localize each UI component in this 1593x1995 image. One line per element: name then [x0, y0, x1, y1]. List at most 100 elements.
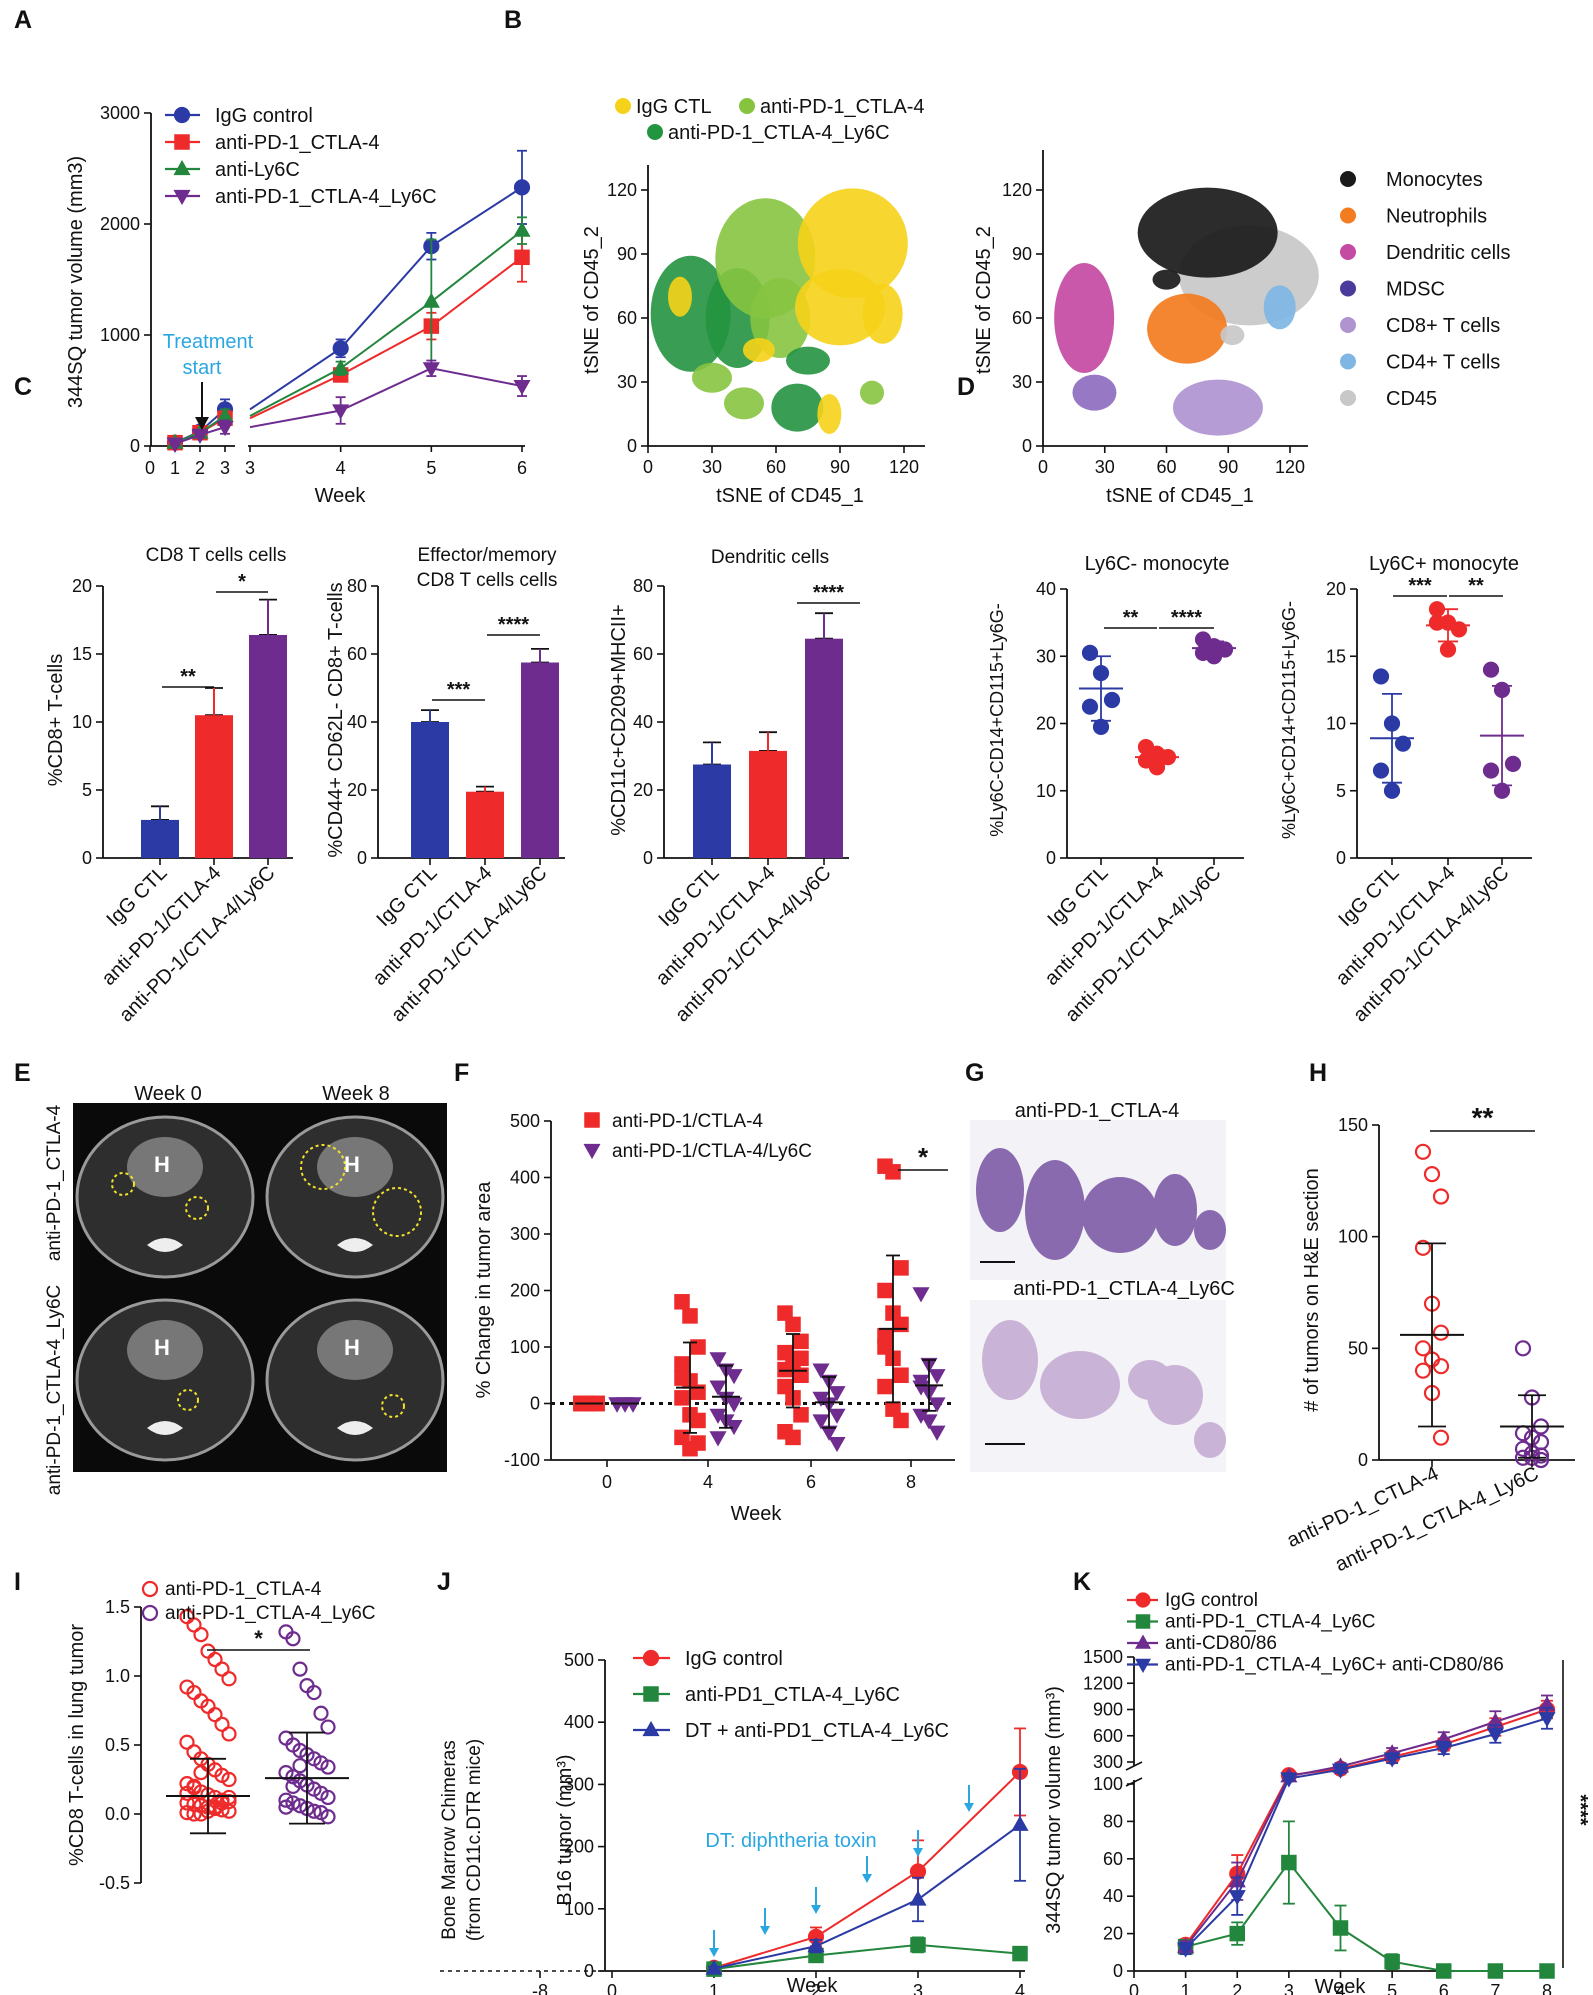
b1-xtick-label: 30	[702, 457, 722, 477]
i-point	[285, 1631, 301, 1647]
i-tick-label: 1.0	[105, 1666, 130, 1686]
b1-xtick-label: 0	[643, 457, 653, 477]
e-spine	[337, 1421, 373, 1435]
b2-legend-label: CD8+ T cells	[1386, 315, 1500, 337]
f-point	[885, 1164, 901, 1180]
panel-letter: K	[1073, 1568, 1091, 1596]
c1-bar	[195, 715, 233, 858]
i-point	[214, 1802, 230, 1818]
h-sig: **	[1472, 1102, 1494, 1133]
a-xtick-label: 3	[220, 458, 230, 478]
h-point	[1432, 1358, 1450, 1375]
j-xtick-label: 2	[811, 1981, 821, 1995]
j-legend-label: IgG control	[685, 1648, 783, 1670]
b2-legend-label: Dendritic cells	[1386, 242, 1510, 264]
f-point	[928, 1397, 946, 1413]
panel-letter: J	[437, 1568, 451, 1596]
d1-tick-label: 20	[1036, 714, 1056, 734]
f-point	[690, 1435, 706, 1451]
j-tick-label: 400	[564, 1712, 594, 1732]
b1-legend-label: IgG CTL	[636, 96, 712, 118]
b2-legend-dot	[1340, 171, 1356, 187]
i-tick-label: 0.5	[105, 1735, 130, 1755]
f-point	[793, 1367, 809, 1383]
e-heart-label: H	[154, 1335, 170, 1360]
a-series-line	[249, 367, 523, 429]
h-point	[1432, 1188, 1450, 1205]
f-point	[812, 1363, 830, 1379]
panel-letter: E	[14, 1059, 31, 1087]
k-legend-marker	[1134, 1658, 1152, 1673]
a-legend-label: anti-Ly6C	[215, 159, 300, 181]
f-point	[828, 1408, 846, 1424]
i-tick-label: 0.0	[105, 1804, 130, 1824]
f-xtick-label: 6	[806, 1472, 816, 1492]
i-point	[278, 1799, 294, 1815]
b2-legend-dot	[1340, 353, 1356, 370]
h-tick-label: 100	[1338, 1227, 1368, 1247]
c1-tick-label: 5	[82, 780, 92, 800]
a-point	[332, 340, 349, 357]
i-point	[221, 1726, 237, 1742]
i-tick-label: 1.5	[105, 1597, 130, 1617]
a-point	[422, 362, 440, 378]
a-legend-marker	[173, 106, 191, 124]
a-point	[513, 179, 531, 196]
a-tick-label: 0	[130, 436, 140, 456]
h-point	[1414, 1362, 1432, 1379]
b2-xlabel: tSNE of CD45_1	[1106, 485, 1254, 507]
i-point	[193, 1764, 209, 1781]
k-tick-label: 60	[1103, 1849, 1123, 1869]
j-tick-label: 200	[564, 1837, 594, 1857]
f-point	[777, 1305, 793, 1321]
a-series-line	[249, 229, 523, 417]
b1-cluster	[742, 338, 775, 362]
d2-tick-label: 5	[1336, 781, 1346, 801]
g-tissue	[1153, 1174, 1197, 1246]
c2-bar	[521, 662, 559, 858]
d2-point	[1372, 668, 1390, 685]
k-ylabel: 344SQ tumor volume (mm³)	[1043, 1686, 1065, 1934]
f-point	[893, 1316, 909, 1333]
d2-tick-label: 0	[1336, 848, 1346, 868]
d1-point	[1081, 644, 1099, 661]
k-point	[1228, 1890, 1246, 1906]
f-legend-marker	[584, 1112, 600, 1128]
b1-ylabel: tSNE of CD45_2	[581, 226, 603, 374]
i-point	[186, 1806, 202, 1822]
a-tick-label: 1000	[100, 325, 140, 345]
b1-xtick-label: 120	[889, 457, 919, 477]
a-point	[514, 249, 530, 266]
c3-tick-label: 80	[633, 576, 653, 596]
f-point	[709, 1352, 727, 1368]
g-tissue	[1040, 1351, 1120, 1419]
k-tick-label: 1200	[1083, 1673, 1123, 1693]
e-heart-label: H	[154, 1152, 170, 1177]
c1-title: CD8 T cells cells	[146, 545, 287, 566]
e-spine	[147, 1421, 183, 1435]
j-legend-label: anti-PD1_CTLA-4_Ly6C	[685, 1684, 900, 1706]
d2-point	[1504, 755, 1522, 772]
c2-ylabel: %CD44+ CD62L- CD8+ T-cells	[325, 582, 347, 857]
b1-cluster	[862, 283, 903, 344]
f-tick-label: 500	[510, 1111, 540, 1131]
h-point	[1514, 1340, 1532, 1357]
j-xtick-label: -8	[532, 1981, 548, 1995]
b1-cluster	[668, 276, 692, 317]
b1-cluster	[817, 394, 842, 434]
f-point	[912, 1374, 930, 1390]
b2-cluster	[1172, 379, 1263, 436]
k-point	[1229, 1925, 1245, 1942]
k-point	[1384, 1953, 1400, 1970]
f-point	[828, 1436, 846, 1453]
f-point	[828, 1386, 846, 1402]
f-point	[709, 1380, 727, 1396]
h-point	[1432, 1324, 1450, 1341]
j-point	[705, 1959, 723, 1975]
j-dt-arrow-head	[709, 1948, 719, 1957]
b2-cluster	[1137, 187, 1278, 278]
panel-letter: B	[504, 6, 522, 34]
a-tick-label: 3000	[100, 103, 140, 123]
g-tissue	[1194, 1422, 1226, 1458]
